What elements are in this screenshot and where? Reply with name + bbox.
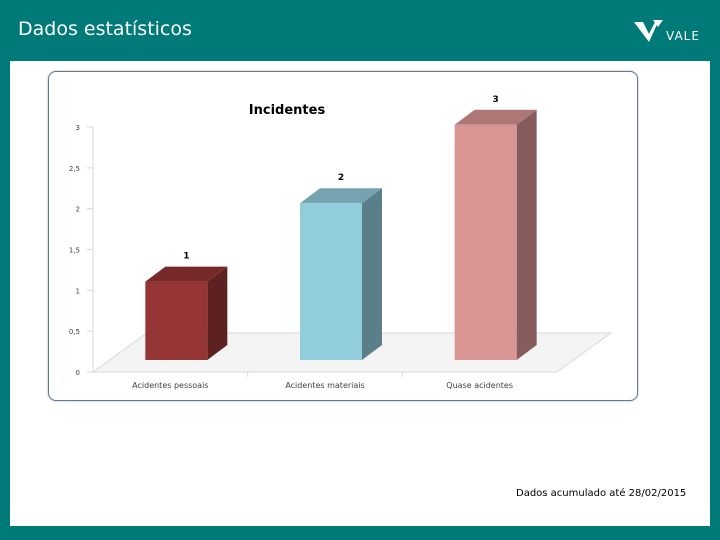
bar-top (145, 266, 228, 282)
slide-title: Dados estatísticos (18, 18, 192, 40)
x-axis-labels: Acidentes pessoais Acidentes materiais Qua… (132, 372, 513, 390)
x-tick-label: Acidentes materiais (285, 381, 364, 390)
bar-front (145, 281, 208, 360)
bar-side (516, 109, 537, 360)
y-tick-label: 2,5 (69, 165, 80, 173)
bar-front (454, 124, 517, 360)
bar-top (454, 109, 537, 125)
y-tick-label: 2 (76, 206, 80, 214)
x-tick-label: Quase acidentes (446, 381, 513, 390)
x-tick-label: Acidentes pessoais (132, 381, 208, 390)
bar-side (207, 266, 228, 360)
y-tick-label: 1,5 (69, 247, 80, 255)
footnote: Dados acumulado até 28/02/2015 (516, 488, 687, 499)
bar-3 (454, 109, 537, 360)
logo-text: VALE (666, 29, 700, 43)
y-tick-label: 0 (76, 369, 80, 377)
incidents-chart: Incidentes 0 0,5 1 1,5 2 2,5 3 1 2 3 Acidentes p… (69, 95, 613, 390)
bar-top (300, 188, 382, 204)
bar-front (300, 203, 362, 360)
chart-frame: Incidentes 0 0,5 1 1,5 2 2,5 3 1 2 3 Acidentes p… (48, 71, 638, 401)
y-axis-ticks: 0 0,5 1 1,5 2 2,5 3 (69, 124, 93, 377)
content-area: Incidentes 0 0,5 1 1,5 2 2,5 3 1 2 3 Acidentes p… (10, 61, 710, 526)
y-tick-label: 3 (76, 124, 80, 132)
bar-1 (145, 266, 228, 360)
y-tick-label: 0,5 (69, 328, 80, 336)
bars: 1 2 3 (145, 95, 537, 360)
data-label: 3 (493, 95, 499, 105)
y-tick-label: 1 (76, 287, 80, 295)
chart-title: Incidentes (249, 103, 326, 118)
data-label: 2 (338, 173, 344, 183)
data-label: 1 (183, 252, 189, 262)
bar-2 (300, 188, 382, 360)
bar-side (362, 188, 382, 360)
vale-logo: VALE (634, 18, 704, 48)
vale-logo-icon (634, 20, 663, 42)
